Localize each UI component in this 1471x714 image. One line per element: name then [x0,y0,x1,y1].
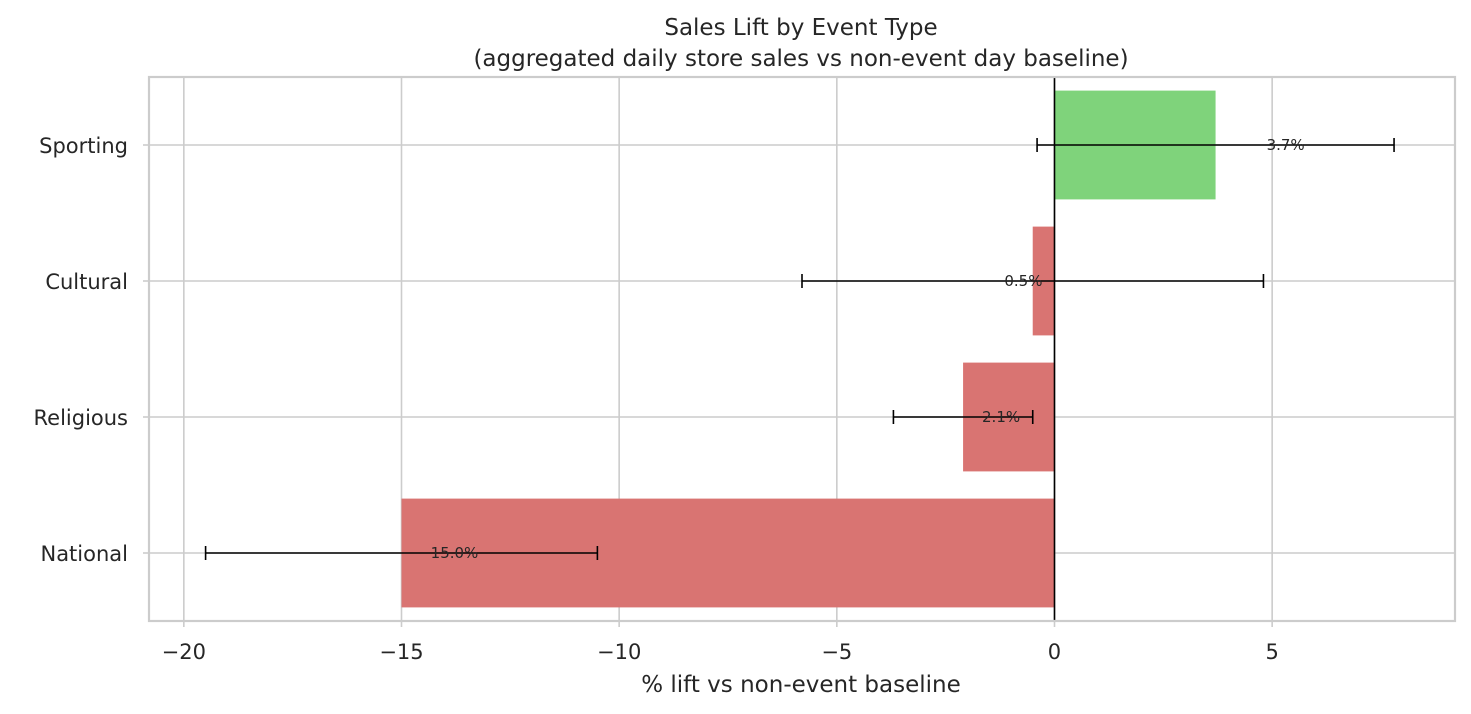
x-axis-ticks: −20 −15 −10 −5 0 5 [162,621,1279,664]
x-tick-label: 0 [1048,640,1061,664]
x-tick-label: −5 [821,640,852,664]
y-axis-ticks: Sporting Cultural Religious National [34,134,149,566]
error-bar-religious [892,410,1034,424]
data-label: 3.7% [1267,136,1305,154]
chart-title: Sales Lift by Event Type [664,15,937,41]
data-label: 0.5% [1004,272,1042,290]
x-tick-label: 5 [1265,640,1278,664]
y-tick-label-religious: Religious [34,406,129,430]
plot-frame-border [147,75,1457,623]
x-axis-label: % lift vs non-event baseline [641,672,961,698]
x-tick-label: −10 [597,640,641,664]
y-tick-label-national: National [40,542,128,566]
y-tick-label-cultural: Cultural [45,270,128,294]
data-label: 2.1% [982,408,1020,426]
data-labels: 3.7% 0.5% 2.1% 15.0% [431,136,1305,562]
error-bar-national [204,546,599,560]
x-tick-label: −20 [162,640,206,664]
error-bars [204,138,1395,560]
error-bar-cultural [801,274,1265,288]
bars [401,90,1216,608]
y-tick-label-sporting: Sporting [39,134,128,158]
x-tick-label: −15 [379,640,423,664]
data-label: 15.0% [431,544,479,562]
error-bar-sporting [1036,138,1395,152]
plot-frame [147,75,1457,623]
chart-subtitle: (aggregated daily store sales vs non-eve… [473,46,1128,72]
